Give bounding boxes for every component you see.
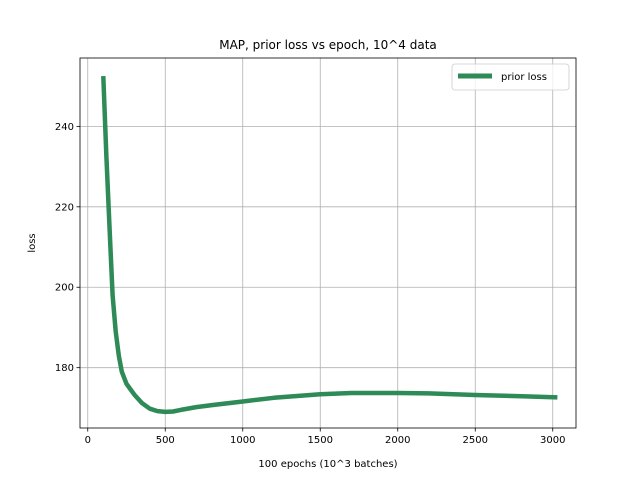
y-axis-label: loss — [27, 233, 38, 252]
legend: prior loss — [451, 63, 570, 91]
x-axis: 0 500 1000 1500 2000 2500 3000 — [85, 428, 565, 446]
legend-label: prior loss — [501, 72, 547, 83]
y-tick-label: 180 — [55, 363, 74, 374]
y-tick-label: 200 — [55, 283, 74, 294]
legend-box — [451, 63, 570, 91]
x-axis-label: 100 epochs (10^3 batches) — [258, 459, 397, 470]
x-tick-label: 500 — [156, 435, 175, 446]
series-layer — [101, 76, 558, 415]
x-tick-label: 3000 — [540, 435, 565, 446]
y-tick-label: 240 — [55, 122, 74, 133]
x-tick-label: 1000 — [230, 435, 255, 446]
chart-title: MAP, prior loss vs epoch, 10^4 data — [219, 38, 437, 52]
grid — [80, 58, 576, 428]
y-tick-label: 220 — [55, 202, 74, 213]
y-axis: 180 200 220 240 — [55, 122, 80, 374]
series-line — [101, 76, 558, 415]
plot-frame — [79, 57, 577, 429]
x-tick-label: 0 — [85, 435, 91, 446]
x-tick-label: 2500 — [463, 435, 488, 446]
x-tick-label: 2000 — [385, 435, 410, 446]
x-tick-label: 1500 — [308, 435, 333, 446]
